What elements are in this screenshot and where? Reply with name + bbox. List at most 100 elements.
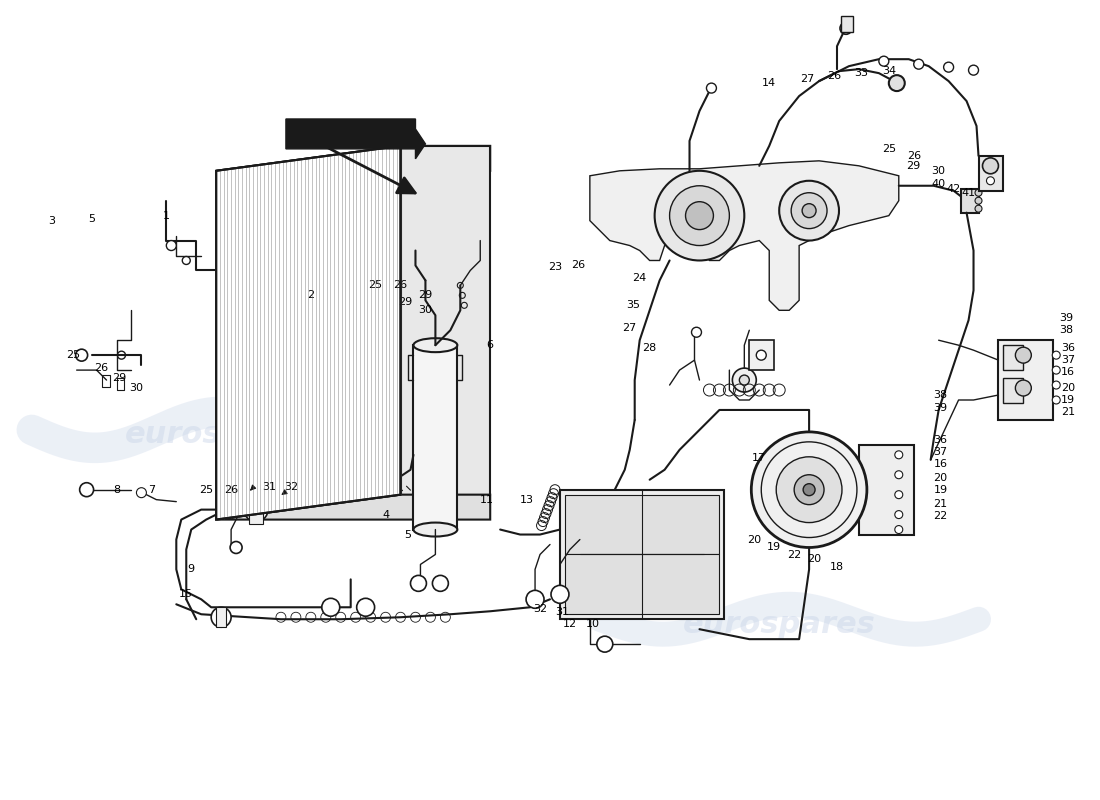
Circle shape	[432, 575, 449, 591]
Text: 31: 31	[556, 607, 569, 618]
Text: 38: 38	[1059, 326, 1074, 335]
Circle shape	[685, 202, 714, 230]
Circle shape	[894, 490, 903, 498]
Text: 19: 19	[1062, 395, 1076, 405]
Text: 28: 28	[642, 343, 657, 353]
Text: 20: 20	[747, 534, 761, 545]
Text: 36: 36	[1062, 343, 1075, 353]
Text: 12: 12	[563, 619, 578, 630]
Circle shape	[1053, 396, 1060, 404]
Circle shape	[597, 636, 613, 652]
Polygon shape	[217, 146, 400, 519]
Circle shape	[944, 62, 954, 72]
Circle shape	[779, 181, 839, 241]
Text: 27: 27	[800, 74, 814, 84]
Circle shape	[322, 598, 340, 616]
Bar	[414, 345, 458, 530]
Text: 26: 26	[906, 151, 921, 161]
Text: 30: 30	[932, 166, 946, 176]
Circle shape	[794, 474, 824, 505]
Bar	[326, 315, 338, 370]
Text: 23: 23	[548, 262, 562, 273]
Polygon shape	[217, 494, 491, 519]
Text: 29: 29	[112, 373, 126, 383]
Text: 22: 22	[934, 510, 948, 521]
Circle shape	[894, 526, 903, 534]
Text: 20: 20	[1062, 383, 1076, 393]
Circle shape	[706, 83, 716, 93]
Circle shape	[975, 205, 982, 212]
Circle shape	[894, 451, 903, 458]
Circle shape	[733, 368, 757, 392]
Text: 2: 2	[307, 290, 315, 300]
Polygon shape	[217, 146, 491, 170]
Circle shape	[654, 170, 745, 261]
Circle shape	[777, 457, 842, 522]
Text: eurospares: eurospares	[124, 420, 318, 450]
Bar	[1003, 378, 1023, 403]
Text: eurospares: eurospares	[683, 610, 876, 638]
Circle shape	[230, 542, 242, 554]
Circle shape	[889, 75, 905, 91]
Bar	[859, 445, 914, 534]
Circle shape	[894, 470, 903, 478]
Polygon shape	[286, 119, 426, 159]
Circle shape	[79, 482, 94, 497]
Text: 39: 39	[934, 403, 948, 413]
Text: 5: 5	[88, 214, 95, 224]
Circle shape	[1015, 380, 1032, 396]
Text: 14: 14	[762, 78, 777, 88]
Circle shape	[803, 484, 815, 496]
Bar	[999, 340, 1053, 420]
Text: 21: 21	[934, 498, 948, 509]
Circle shape	[692, 327, 702, 338]
Circle shape	[791, 193, 827, 229]
Text: 26: 26	[394, 280, 408, 290]
Text: 16: 16	[934, 458, 947, 469]
Circle shape	[76, 349, 88, 361]
Circle shape	[975, 190, 982, 196]
Text: 29: 29	[398, 298, 412, 307]
Circle shape	[670, 186, 729, 246]
Text: 26: 26	[827, 71, 842, 81]
Text: 26: 26	[95, 363, 109, 373]
Text: 36: 36	[934, 435, 947, 445]
Text: 10: 10	[586, 619, 600, 630]
Circle shape	[166, 241, 176, 250]
Text: 18: 18	[829, 562, 844, 573]
Text: 5: 5	[404, 530, 411, 539]
Text: 20: 20	[934, 473, 948, 482]
Text: 13: 13	[520, 494, 535, 505]
Text: 25: 25	[199, 485, 213, 494]
Circle shape	[410, 575, 427, 591]
Text: 34: 34	[882, 66, 895, 76]
Bar	[1003, 345, 1023, 370]
Text: 3: 3	[48, 216, 55, 226]
Text: 32: 32	[534, 604, 547, 614]
Text: 26: 26	[224, 485, 239, 494]
Text: 9: 9	[188, 565, 195, 574]
Text: 7: 7	[147, 485, 155, 494]
Circle shape	[802, 204, 816, 218]
Text: 4: 4	[382, 510, 389, 520]
Text: 30: 30	[130, 383, 143, 393]
Bar	[842, 16, 852, 32]
Circle shape	[751, 432, 867, 547]
Circle shape	[183, 257, 190, 265]
Circle shape	[968, 65, 979, 75]
Bar	[249, 504, 263, 523]
Text: 32: 32	[284, 482, 298, 492]
Text: 31: 31	[262, 482, 276, 492]
Text: 40: 40	[932, 178, 946, 189]
Polygon shape	[400, 146, 491, 494]
Text: 15: 15	[179, 590, 194, 599]
Circle shape	[894, 510, 903, 518]
Circle shape	[879, 56, 889, 66]
Text: 26: 26	[571, 261, 585, 270]
Text: 24: 24	[632, 274, 647, 283]
Bar	[565, 554, 719, 614]
Circle shape	[1053, 351, 1060, 359]
Text: 25: 25	[882, 144, 895, 154]
Text: 25: 25	[368, 280, 383, 290]
Text: 41: 41	[961, 188, 976, 198]
